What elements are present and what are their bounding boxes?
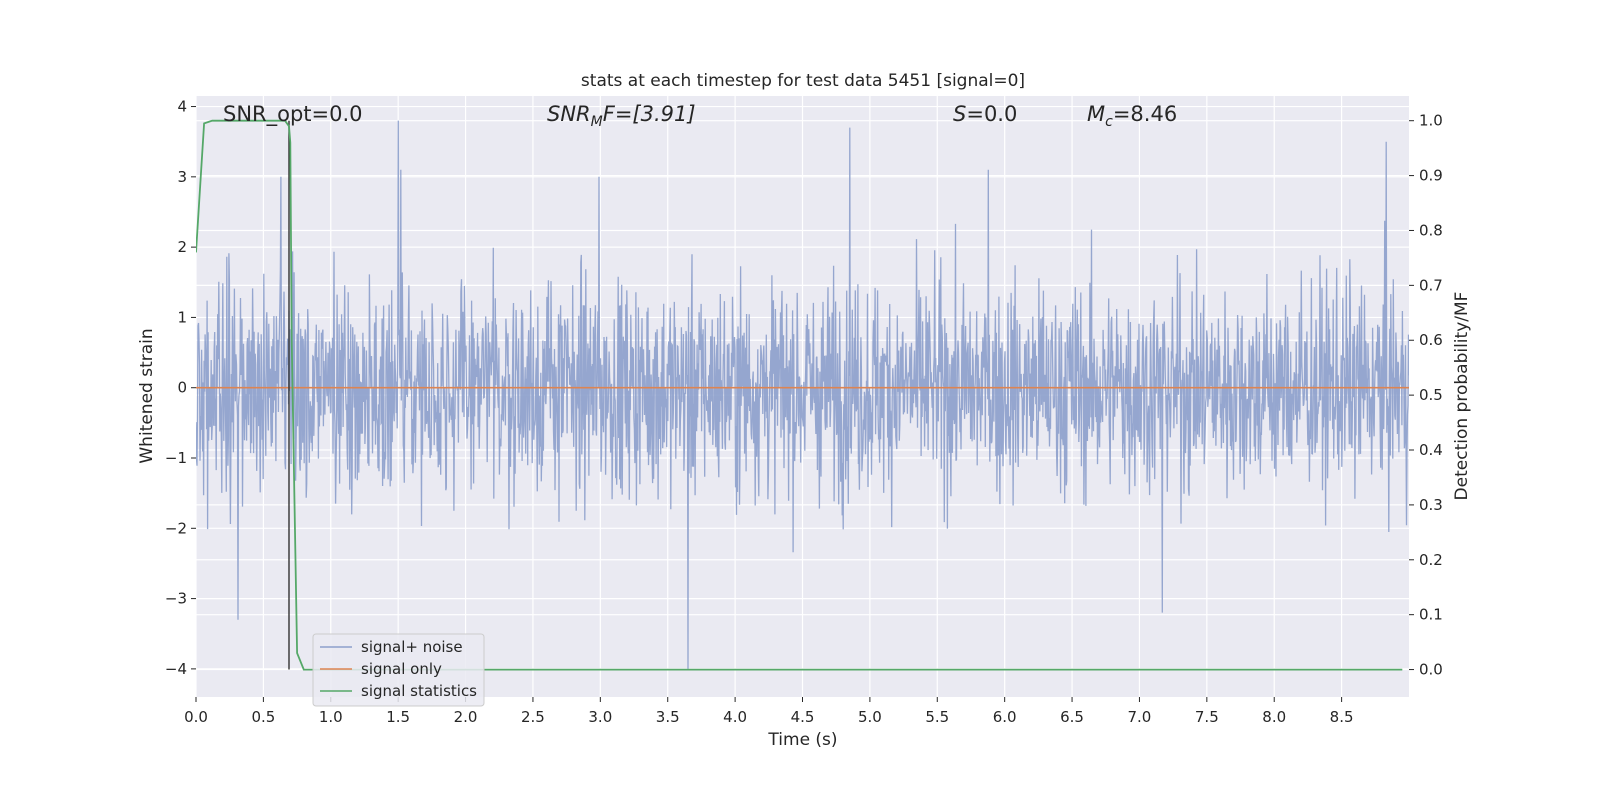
x-tick-label: 1.0 — [319, 708, 343, 726]
x-tick-label: 5.0 — [858, 708, 882, 726]
x-tick-label: 8.5 — [1330, 708, 1354, 726]
y-tick-label: −4 — [165, 660, 187, 678]
annotation-mc: Mc=8.46 — [1087, 102, 1177, 130]
x-tick-label: 7.0 — [1128, 708, 1152, 726]
x-tick-label: 6.5 — [1060, 708, 1084, 726]
y-tick-label: 1 — [177, 308, 187, 326]
signal-statistics-line — [196, 119, 1403, 671]
annotation-snr-mf-sub: M — [591, 114, 603, 130]
x-tick-label: 0.5 — [251, 708, 275, 726]
annotation-snr-mf-rest: F=[3.91] — [603, 102, 696, 126]
annotation-s-main: S — [953, 102, 966, 126]
series-signal-noise — [196, 120, 1409, 669]
x-tick-label: 2.5 — [521, 708, 545, 726]
y-right-tick-label: 0.3 — [1419, 496, 1443, 514]
y-right-tick-label: 0.5 — [1419, 386, 1443, 404]
annotation-s: S=0.0 — [953, 102, 1017, 126]
x-tick-label: 4.0 — [723, 708, 747, 726]
legend-label-signal-noise: signal+ noise — [361, 638, 463, 656]
signal-noise-line — [196, 120, 1409, 669]
annotation-mc-sub: c — [1105, 114, 1113, 130]
annotation-snr-mf-main: SNR — [547, 102, 591, 126]
y-right-tick-label: 0.8 — [1419, 221, 1443, 239]
y-right-tick-label: 0.2 — [1419, 551, 1443, 569]
annotation-mc-main: M — [1087, 102, 1105, 126]
x-tick-label: 6.0 — [993, 708, 1017, 726]
y-tick-label: 2 — [177, 238, 187, 256]
annotation-snr-opt: SNR_opt=0.0 — [223, 102, 363, 127]
y-right-tick-label: 0.4 — [1419, 441, 1443, 459]
y-right-tick-label: 0.0 — [1419, 661, 1443, 679]
annotation-mc-rest: =8.46 — [1113, 102, 1177, 126]
x-tick-label: 2.0 — [454, 708, 478, 726]
x-tick-label: 8.0 — [1262, 708, 1286, 726]
annotation-s-rest: =0.0 — [966, 102, 1017, 126]
x-tick-label: 7.5 — [1195, 708, 1219, 726]
y-axis-right-label: Detection probability/MF — [1452, 292, 1472, 501]
tick-labels: 0.0 0.5 1.0 1.5 2.0 2.5 3.0 3.5 4.0 4.5 5.0 5.5 6.0 6… — [165, 98, 1443, 726]
x-tick-label: 4.5 — [791, 708, 815, 726]
y-right-tick-label: 0.1 — [1419, 606, 1443, 624]
x-axis-label: Time (s) — [767, 730, 837, 750]
x-tick-label: 1.5 — [386, 708, 410, 726]
annotation-snr-mf: SNRMF=[3.91] — [547, 102, 696, 130]
y-right-tick-label: 0.6 — [1419, 331, 1443, 349]
y-right-tick-label: 0.7 — [1419, 276, 1443, 294]
y-tick-label: −1 — [165, 449, 187, 467]
legend: signal+ noise signal only signal statist… — [312, 633, 485, 707]
x-tick-label: 3.0 — [588, 708, 612, 726]
chart-title: stats at each timestep for test data 545… — [581, 71, 1025, 91]
y-tick-label: −3 — [165, 590, 187, 608]
legend-box — [312, 633, 485, 707]
y-tick-label: 4 — [177, 98, 187, 116]
y-tick-label: −2 — [165, 519, 187, 537]
y-right-tick-label: 0.9 — [1419, 167, 1443, 185]
y-axis-label: Whitened strain — [137, 328, 157, 463]
y-tick-label: 3 — [177, 168, 187, 186]
x-tick-label: 5.5 — [925, 708, 949, 726]
x-tick-label: 3.5 — [656, 708, 680, 726]
x-tick-label: 0.0 — [184, 708, 208, 726]
legend-label-signal-only: signal only — [361, 660, 442, 678]
y-right-tick-label: 1.0 — [1419, 112, 1443, 130]
series-signal-statistics — [196, 119, 1403, 671]
y-tick-label: 0 — [177, 379, 187, 397]
legend-label-signal-statistics: signal statistics — [361, 682, 477, 700]
